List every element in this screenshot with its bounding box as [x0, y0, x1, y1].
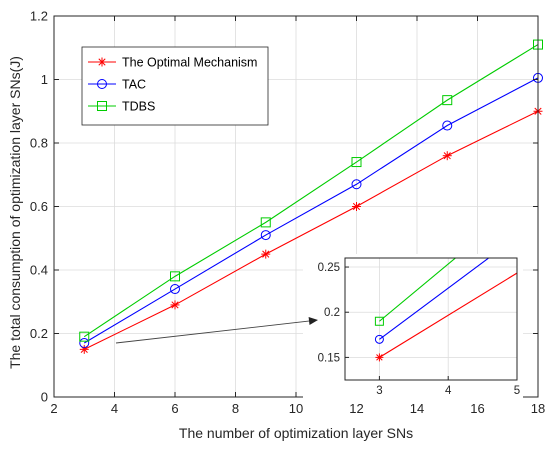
x-tick-label: 2 [50, 401, 57, 416]
x-tick-label: 4 [111, 401, 118, 416]
y-tick-label: 0.6 [30, 199, 48, 214]
inset-zoom: 3 4 5 0.15 0.2 0.25 [303, 254, 523, 404]
series-line-tdbs [83, 44, 539, 338]
x-tick-label: 18 [531, 401, 545, 416]
legend-marker-tac [97, 79, 107, 89]
data-point-optimal [170, 300, 180, 310]
data-point-tdbs [79, 331, 90, 342]
y-axis-label: The total consumption of optimization la… [7, 56, 23, 369]
data-point-optimal [352, 202, 361, 211]
x-axis-label: The number of optimization layer SNs [179, 425, 413, 441]
y-tick-label: 0.2 [30, 326, 48, 341]
data-point-tdbs [170, 271, 180, 282]
inset-x-tick-label: 4 [445, 385, 452, 397]
legend-label-tac: TAC [122, 78, 146, 92]
y-tick-label: 0.8 [30, 136, 48, 151]
inset-point-tdbs [374, 316, 384, 326]
zoom-arrow [115, 317, 318, 344]
x-tick-label: 8 [232, 401, 239, 416]
data-point-optimal [442, 151, 452, 161]
inset-point-tac [374, 334, 384, 344]
data-point-tac [79, 338, 90, 349]
inset-line-tac [379, 258, 490, 340]
data-point-tac [351, 179, 362, 190]
legend-marker-tdbs [97, 101, 107, 111]
inset-frame [344, 257, 518, 381]
series-line-optimal [84, 110, 539, 350]
inset-x-tick-label: 5 [514, 385, 520, 397]
arrow-head [308, 317, 318, 325]
inset-ticks: 3 4 5 0.15 0.2 0.25 [318, 262, 521, 397]
series-line-tac [83, 77, 539, 344]
data-point-tdbs [351, 157, 362, 168]
x-tick-label: 16 [470, 401, 484, 416]
data-point-optimal [261, 249, 271, 259]
x-tick-label: 14 [410, 401, 424, 416]
inset-line-optimal [379, 272, 517, 358]
y-tick-label: 1.2 [30, 9, 48, 24]
inset-line-tdbs [379, 258, 457, 322]
legend-label-tdbs: TDBS [122, 100, 155, 114]
legend-entries [88, 57, 116, 111]
plot-series [79, 39, 543, 354]
inset-lines [379, 258, 517, 358]
inset-background [303, 254, 523, 404]
inset-x-tick-label: 3 [376, 385, 382, 397]
data-point-tac [170, 284, 180, 295]
inset-series [374, 258, 517, 362]
data-point-tdbs [260, 217, 271, 228]
inset-y-tick-label: 0.25 [318, 262, 340, 274]
arrow-shaft [115, 320, 313, 344]
x-tick-label: 6 [171, 401, 178, 416]
data-point-tac [260, 230, 271, 241]
inset-y-tick-label: 0.2 [324, 307, 340, 319]
y-tick-label: 1 [41, 72, 48, 87]
y-tick-label: 0.4 [30, 263, 48, 278]
x-tick-label: 10 [289, 401, 303, 416]
data-point-tdbs [442, 95, 453, 106]
axis-ticks: 2 4 6 8 10 12 14 16 18 0 0.2 0.4 0.6 0.8 1 1.2 [30, 9, 545, 417]
legend-label-optimal: The Optimal Mechanism [122, 56, 257, 70]
inset-point-optimal [375, 353, 384, 362]
legend: The Optimal Mechanism TAC TDBS [81, 46, 269, 126]
inset-y-tick-label: 0.15 [318, 352, 340, 364]
legend-marker-optimal [97, 57, 107, 67]
y-tick-label: 0 [41, 390, 48, 405]
data-point-tac [442, 120, 453, 131]
x-tick-label: 12 [349, 401, 363, 416]
legend-box [81, 46, 269, 126]
